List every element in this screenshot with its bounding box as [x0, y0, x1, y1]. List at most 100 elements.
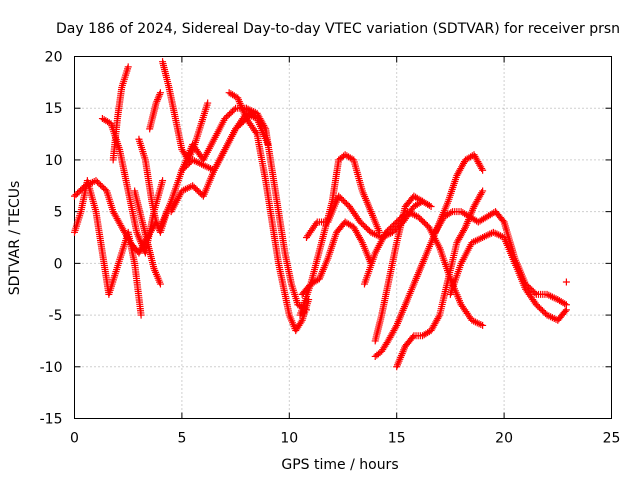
data-point — [178, 166, 186, 174]
y-tick-label: -15 — [40, 412, 63, 428]
data-point — [75, 188, 83, 196]
series-track-20 — [371, 192, 435, 345]
data-point — [460, 225, 468, 233]
series-track-13 — [242, 104, 310, 314]
y-axis-label: SDTVAR / TECUs — [7, 181, 23, 296]
data-point — [388, 222, 396, 230]
data-point — [538, 307, 546, 315]
data-point — [179, 165, 187, 173]
data-point — [77, 186, 85, 194]
x-tick-label: 10 — [280, 431, 298, 447]
data-point — [156, 90, 164, 98]
data-point — [562, 306, 570, 314]
data-point — [222, 113, 230, 121]
data-point — [92, 177, 100, 185]
data-point — [338, 195, 346, 203]
data-point — [425, 201, 433, 209]
data-point — [388, 228, 396, 236]
data-point — [390, 227, 398, 235]
series-track-16 — [298, 218, 375, 298]
data-point — [154, 94, 162, 102]
data-point — [342, 200, 350, 208]
data-point — [224, 112, 232, 120]
data-point — [535, 304, 543, 312]
data-point — [391, 219, 399, 227]
data-point — [74, 189, 82, 197]
data-point — [357, 237, 365, 245]
data-points — [71, 58, 570, 371]
data-point — [528, 286, 536, 294]
series-track-10 — [167, 109, 257, 216]
data-point — [341, 198, 349, 206]
y-tick-label: 5 — [54, 205, 63, 221]
data-point — [479, 187, 487, 195]
data-point — [302, 306, 310, 314]
data-point — [152, 218, 160, 226]
data-point — [529, 287, 537, 295]
data-point — [534, 302, 542, 310]
data-point — [478, 165, 486, 173]
data-point — [98, 183, 106, 191]
data-point — [561, 300, 569, 308]
series-track-6 — [146, 89, 164, 133]
x-axis-label: GPS time / hours — [281, 457, 398, 473]
data-point — [417, 216, 425, 224]
y-tick-label: 10 — [45, 153, 63, 169]
series-track-22 — [446, 228, 570, 324]
data-point — [137, 311, 145, 319]
data-point — [447, 209, 455, 217]
data-point — [540, 308, 548, 316]
data-point — [394, 217, 402, 225]
data-point — [364, 225, 372, 233]
data-point — [101, 185, 109, 193]
series-track-12 — [225, 89, 313, 335]
data-point — [181, 163, 189, 171]
data-point — [230, 106, 238, 114]
data-point — [155, 92, 163, 100]
series-track-7 — [131, 187, 164, 288]
x-tick-label: 25 — [603, 431, 621, 447]
data-point — [531, 289, 539, 297]
data-point — [153, 97, 161, 105]
x-tick-label: 15 — [388, 431, 406, 447]
data-point — [561, 307, 569, 315]
data-point — [478, 189, 486, 197]
data-point — [479, 321, 487, 329]
data-point — [193, 186, 201, 194]
data-point — [387, 224, 395, 232]
series-track-15 — [302, 192, 426, 241]
data-point — [196, 189, 204, 197]
data-point — [479, 166, 487, 174]
series-track-5 — [135, 135, 171, 236]
data-point — [297, 318, 305, 326]
data-point — [124, 63, 132, 71]
series-track-19 — [360, 208, 487, 329]
data-point — [362, 224, 370, 232]
data-point — [95, 180, 103, 188]
data-point — [383, 227, 391, 235]
series-track-3 — [98, 115, 167, 257]
x-tick-label: 5 — [177, 431, 186, 447]
data-point — [422, 220, 430, 228]
data-point — [183, 162, 191, 170]
data-point — [221, 115, 229, 123]
data-point — [195, 188, 203, 196]
data-point — [186, 159, 194, 167]
y-tick-labels: -15 -10 -5 0 5 10 15 20 — [40, 50, 63, 428]
data-point — [419, 217, 427, 225]
data-point — [78, 185, 86, 193]
y-tick-label: 20 — [45, 50, 63, 66]
x-tick-labels: 0 5 10 15 20 25 — [70, 431, 620, 447]
data-point — [358, 219, 366, 227]
axis-ticks — [74, 56, 612, 419]
data-point — [335, 192, 343, 200]
chart-title: Day 186 of 2024, Sidereal Day-to-day VTE… — [56, 21, 620, 37]
data-point — [420, 219, 428, 227]
y-tick-label: 0 — [54, 256, 63, 272]
data-point — [189, 182, 197, 190]
data-point — [532, 301, 540, 309]
data-point — [390, 221, 398, 229]
data-point — [416, 214, 424, 222]
series-track-23 — [562, 278, 570, 286]
